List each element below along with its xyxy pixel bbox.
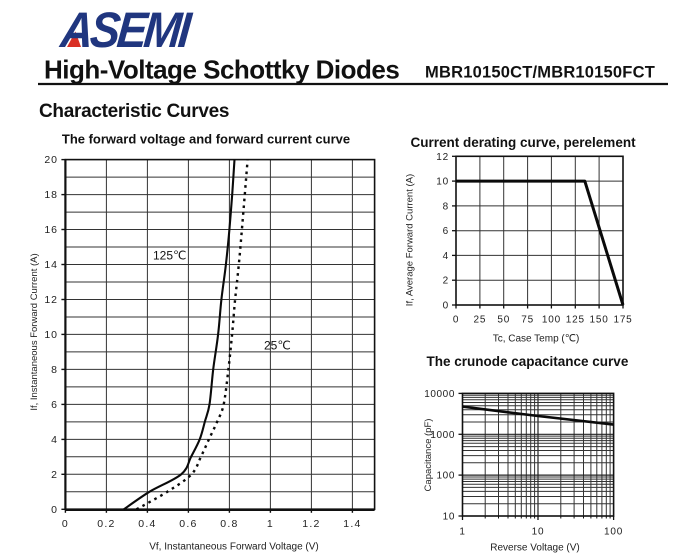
svg-text:25: 25: [474, 315, 487, 326]
svg-text:50: 50: [497, 315, 510, 326]
svg-text:10: 10: [436, 177, 449, 188]
svg-text:If, Average Forward Current (A: If, Average Forward Current (A): [405, 174, 416, 306]
svg-text:6: 6: [443, 226, 449, 237]
svg-text:0.4: 0.4: [138, 518, 156, 530]
svg-text:2: 2: [51, 469, 58, 481]
svg-text:100: 100: [542, 315, 561, 326]
svg-text:High-Voltage Schottky Diodes: High-Voltage Schottky Diodes: [44, 55, 399, 85]
svg-text:25℃: 25℃: [264, 339, 291, 353]
svg-text:125℃: 125℃: [153, 249, 187, 263]
svg-text:75: 75: [521, 315, 534, 326]
svg-text:16: 16: [44, 224, 58, 236]
svg-text:1.2: 1.2: [302, 518, 320, 530]
svg-text:10: 10: [532, 527, 545, 538]
svg-text:1: 1: [267, 518, 274, 530]
svg-text:12: 12: [436, 152, 449, 163]
svg-text:4: 4: [51, 434, 58, 446]
svg-text:Vf, Instantaneous Forward Volt: Vf, Instantaneous Forward Voltage (V): [149, 542, 319, 553]
svg-text:Reverse Voltage (V): Reverse Voltage (V): [490, 543, 580, 554]
svg-text:1.4: 1.4: [343, 518, 361, 530]
svg-text:0.6: 0.6: [179, 518, 197, 530]
svg-text:175: 175: [613, 315, 632, 326]
svg-text:100: 100: [437, 471, 456, 482]
svg-text:0.2: 0.2: [97, 518, 115, 530]
svg-text:12: 12: [44, 294, 58, 306]
svg-text:14: 14: [44, 259, 58, 271]
svg-text:Tc, Case Temp (℃): Tc, Case Temp (℃): [493, 334, 580, 345]
svg-text:2: 2: [443, 276, 449, 287]
svg-text:The forward voltage and forwar: The forward voltage and forward current …: [62, 132, 350, 147]
svg-text:If, Instantaneous Forward Curr: If, Instantaneous Forward Current (A): [29, 253, 40, 410]
svg-text:1000: 1000: [430, 430, 455, 441]
svg-text:ASEMI: ASEMI: [57, 3, 195, 59]
svg-text:Characteristic Curves: Characteristic Curves: [39, 101, 229, 122]
svg-text:0: 0: [51, 504, 58, 516]
svg-text:1: 1: [459, 527, 465, 538]
svg-text:0.8: 0.8: [220, 518, 238, 530]
svg-text:The crunode capacitance curve: The crunode capacitance curve: [427, 354, 629, 369]
svg-text:MBR10150CT/MBR10150FCT: MBR10150CT/MBR10150FCT: [425, 64, 655, 82]
svg-text:0: 0: [453, 315, 459, 326]
svg-text:150: 150: [590, 315, 609, 326]
svg-text:4: 4: [443, 251, 449, 262]
svg-text:8: 8: [443, 201, 449, 212]
svg-text:10: 10: [44, 329, 58, 341]
svg-text:Capacitance (pF): Capacitance (pF): [423, 419, 434, 492]
svg-text:0: 0: [62, 518, 69, 530]
svg-text:8: 8: [51, 364, 58, 376]
svg-text:100: 100: [604, 527, 623, 538]
svg-text:Current derating curve, perele: Current derating curve, perelement: [411, 135, 637, 150]
svg-text:20: 20: [44, 154, 58, 166]
svg-text:10: 10: [443, 512, 455, 523]
svg-text:0: 0: [443, 301, 449, 312]
svg-text:18: 18: [44, 189, 58, 201]
svg-text:125: 125: [566, 315, 585, 326]
svg-text:10000: 10000: [424, 389, 455, 400]
svg-text:6: 6: [51, 399, 58, 411]
